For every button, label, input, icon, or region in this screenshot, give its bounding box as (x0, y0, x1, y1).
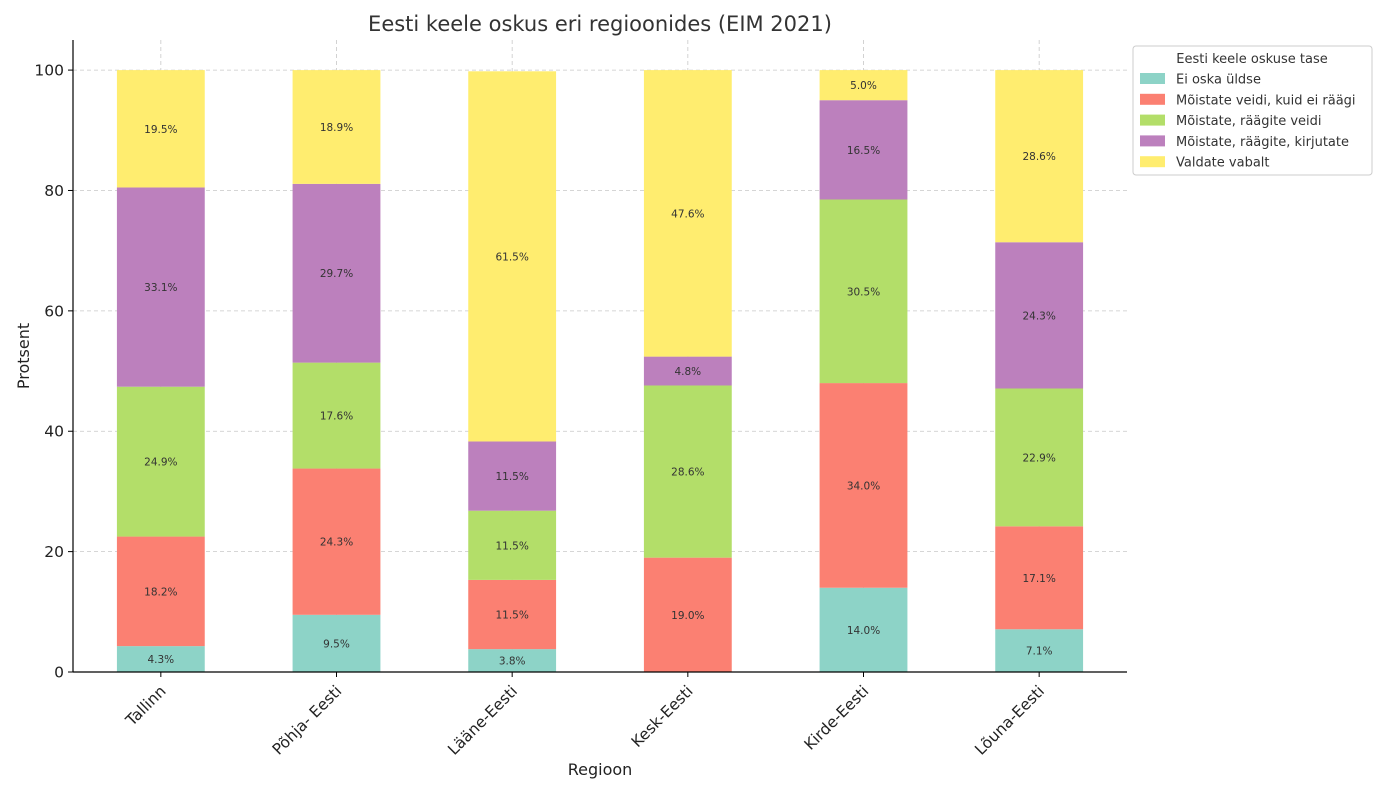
legend-swatch (1140, 156, 1165, 168)
y-tick-label: 80 (44, 182, 64, 200)
data-label: 17.1% (1022, 573, 1055, 585)
bar-segment (292, 70, 381, 184)
legend-label: Ei oska üldse (1176, 73, 1261, 88)
data-label: 11.5% (495, 540, 528, 552)
legend-swatch (1140, 114, 1165, 126)
bar-segment (819, 199, 908, 384)
bar-segment (116, 187, 205, 387)
y-tick-label: 20 (44, 543, 64, 561)
y-tick-label: 40 (44, 423, 64, 441)
data-label: 29.7% (320, 268, 353, 280)
data-label: 9.5% (323, 638, 350, 650)
bar-segment (116, 70, 205, 188)
bar-segment (292, 468, 381, 615)
x-tick-label: Lääne-Eesti (444, 682, 521, 759)
data-label: 5.0% (850, 80, 877, 92)
data-label: 18.2% (144, 586, 177, 598)
bar-segment (643, 356, 732, 386)
legend-label: Valdate vabalt (1176, 156, 1270, 171)
data-label: 22.9% (1022, 452, 1055, 464)
x-tick-label: Kirde-Eesti (801, 682, 873, 754)
data-label: 24.3% (1022, 310, 1055, 322)
x-axis-label: Regioon (568, 760, 633, 779)
bar-segment (819, 70, 908, 101)
data-label: 3.8% (499, 656, 526, 668)
data-label: 17.6% (320, 411, 353, 423)
legend-swatch (1140, 135, 1165, 147)
chart-title: Eesti keele oskus eri regioonides (EIM 2… (368, 12, 832, 36)
y-tick-label: 0 (54, 664, 64, 682)
data-label: 7.1% (1026, 646, 1053, 658)
legend: Eesti keele oskuse tase Ei oska üldse Mõi… (1132, 45, 1373, 176)
bar-segment (468, 649, 557, 672)
x-tick-label: Lõuna-Eesti (971, 682, 1048, 759)
bar-segment (468, 510, 557, 580)
data-label: 24.3% (320, 537, 353, 549)
data-label: 18.9% (320, 122, 353, 134)
x-tick-label: Kesk-Eesti (628, 682, 697, 751)
bar-segment (995, 629, 1084, 672)
data-label: 34.0% (847, 480, 880, 492)
x-ticks: Tallinn Põhja- Eesti Lääne-Eesti Kesk-Eesti… (122, 672, 1048, 759)
bar-segment (995, 70, 1084, 243)
bar-segment (995, 242, 1084, 389)
data-label: 4.8% (674, 366, 701, 378)
bar-segment (819, 383, 908, 588)
data-label: 16.5% (847, 145, 880, 157)
data-labels: 4.3% 18.2% 24.9% 33.1% 19.5% 9.5% 24.3% 17.6% 29… (144, 80, 1056, 667)
data-label: 11.5% (495, 610, 528, 622)
data-label: 61.5% (495, 251, 528, 263)
bar-segment (468, 71, 557, 442)
bar-segment (292, 362, 381, 469)
legend-label: Mõistate, räägite, kirjutate (1176, 135, 1349, 150)
y-ticks: 0 20 40 60 80 100 (34, 62, 73, 682)
data-label: 19.0% (671, 610, 704, 622)
x-tick-label: Tallinn (122, 682, 170, 730)
data-label: 24.9% (144, 457, 177, 469)
bar-segment (819, 100, 908, 200)
legend-swatch (1140, 73, 1165, 84)
bars (116, 70, 1084, 672)
data-label: 33.1% (144, 282, 177, 294)
bar-segment (116, 386, 205, 537)
data-label: 47.6% (671, 208, 704, 220)
data-label: 28.6% (671, 467, 704, 479)
data-label: 14.0% (847, 625, 880, 637)
bar-segment (643, 385, 732, 558)
y-tick-label: 60 (44, 302, 64, 320)
bar-segment (819, 587, 908, 672)
data-label: 11.5% (495, 471, 528, 483)
legend-swatch (1140, 93, 1165, 105)
x-tick-label: Põhja- Eesti (269, 682, 346, 759)
legend-items: Ei oska üldse Mõistate veidi, kuid ei rää… (1140, 73, 1356, 171)
y-tick-label: 100 (34, 62, 64, 80)
legend-label: Mõistate veidi, kuid ei räägi (1176, 93, 1356, 108)
data-label: 4.3% (147, 654, 174, 666)
legend-label: Mõistate, räägite veidi (1176, 114, 1322, 129)
bar-segment (643, 70, 732, 357)
legend-frame (1132, 45, 1373, 176)
y-axis-label: Protsent (14, 323, 33, 389)
grid-lines (73, 40, 1127, 672)
bar-segment (995, 388, 1084, 527)
bar-segment (643, 557, 732, 672)
data-label: 30.5% (847, 286, 880, 298)
bar-segment (292, 614, 381, 672)
axes (72, 40, 1127, 673)
bar-segment (116, 646, 205, 672)
bar-segment (292, 183, 381, 363)
bar-segment (995, 526, 1084, 630)
data-label: 28.6% (1022, 151, 1055, 163)
bar-segment (468, 579, 557, 650)
bar-segment (116, 536, 205, 647)
data-label: 19.5% (144, 124, 177, 136)
legend-title: Eesti keele oskuse tase (1176, 52, 1327, 67)
bar-segment (468, 441, 557, 511)
